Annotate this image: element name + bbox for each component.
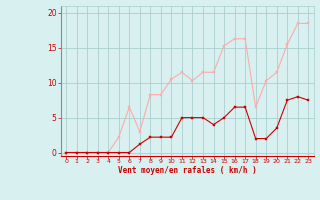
X-axis label: Vent moyen/en rafales ( km/h ): Vent moyen/en rafales ( km/h ) [118, 166, 257, 175]
